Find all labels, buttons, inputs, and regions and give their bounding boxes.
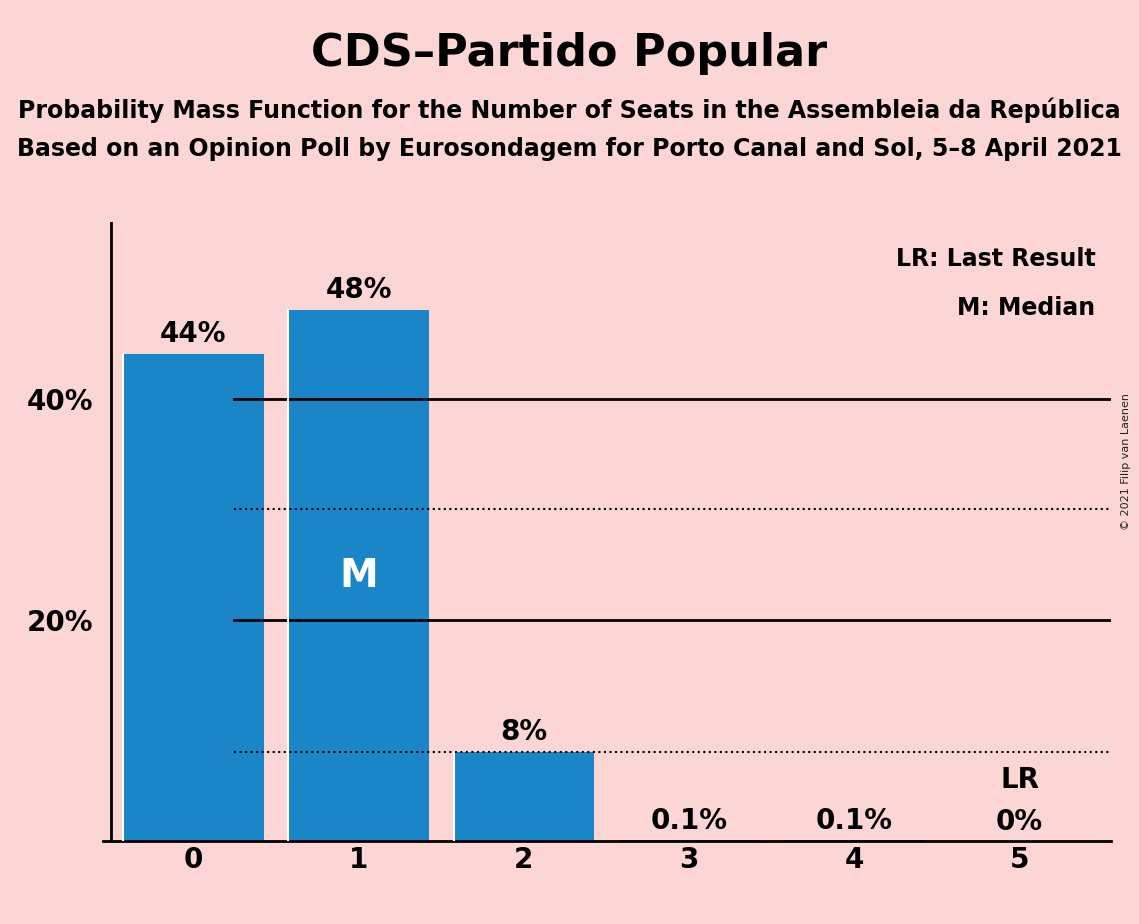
Text: LR: LR bbox=[1000, 766, 1039, 795]
Bar bbox=[784, 840, 925, 841]
Text: 0%: 0% bbox=[997, 808, 1043, 836]
Bar bbox=[618, 840, 760, 841]
Text: 48%: 48% bbox=[326, 275, 392, 304]
Text: 8%: 8% bbox=[500, 718, 548, 746]
Text: Probability Mass Function for the Number of Seats in the Assembleia da República: Probability Mass Function for the Number… bbox=[18, 97, 1121, 123]
Text: 0.1%: 0.1% bbox=[650, 808, 728, 835]
Bar bbox=[123, 355, 263, 841]
Text: © 2021 Filip van Laenen: © 2021 Filip van Laenen bbox=[1121, 394, 1131, 530]
Bar bbox=[288, 310, 429, 841]
Text: M: M bbox=[339, 556, 378, 594]
Text: CDS–Partido Popular: CDS–Partido Popular bbox=[311, 32, 828, 76]
Bar bbox=[453, 752, 595, 841]
Text: Based on an Opinion Poll by Eurosondagem for Porto Canal and Sol, 5–8 April 2021: Based on an Opinion Poll by Eurosondagem… bbox=[17, 137, 1122, 161]
Text: LR: Last Result: LR: Last Result bbox=[895, 247, 1096, 271]
Text: 0.1%: 0.1% bbox=[816, 808, 893, 835]
Text: 44%: 44% bbox=[161, 320, 227, 347]
Text: M: Median: M: Median bbox=[957, 296, 1096, 320]
